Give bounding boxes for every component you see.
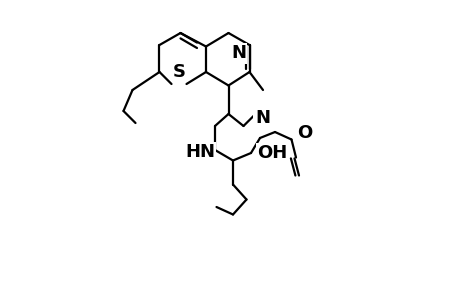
Text: HN: HN xyxy=(185,143,214,161)
Text: S: S xyxy=(172,63,185,81)
Text: N: N xyxy=(254,109,269,127)
Text: N: N xyxy=(230,44,246,62)
Text: O: O xyxy=(297,124,312,142)
Text: OH: OH xyxy=(257,144,287,162)
